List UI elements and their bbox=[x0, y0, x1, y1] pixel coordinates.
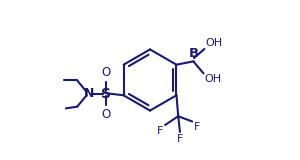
Text: O: O bbox=[101, 108, 111, 121]
Text: N: N bbox=[83, 87, 94, 100]
Text: OH: OH bbox=[205, 38, 222, 48]
Text: F: F bbox=[177, 134, 183, 144]
Text: B: B bbox=[189, 47, 199, 60]
Text: S: S bbox=[101, 87, 111, 100]
Text: O: O bbox=[101, 66, 111, 79]
Text: OH: OH bbox=[204, 74, 222, 84]
Text: F: F bbox=[157, 126, 163, 136]
Text: F: F bbox=[194, 122, 201, 132]
